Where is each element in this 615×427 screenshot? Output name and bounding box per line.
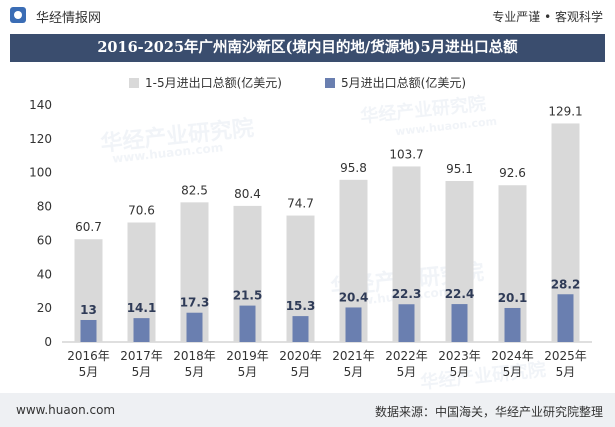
footer-url: www.huaon.com: [16, 403, 116, 417]
x-tick-label: 2019年 5月: [226, 349, 269, 379]
bar-may: [292, 316, 309, 342]
bar-may: [80, 319, 97, 342]
data-label-may: 20.1: [498, 291, 528, 305]
legend-swatch-may: [325, 78, 335, 88]
data-label-total: 80.4: [234, 187, 261, 201]
data-label-may: 15.3: [286, 299, 316, 313]
bar-may: [451, 304, 468, 342]
data-label-total: 103.7: [389, 147, 423, 161]
bar-may: [504, 307, 521, 342]
data-label-total: 70.6: [128, 203, 155, 217]
y-tick-label: 40: [37, 267, 52, 281]
x-tick-label: 2017年 5月: [120, 349, 163, 379]
data-label-total: 129.1: [548, 104, 582, 118]
y-tick-label: 100: [29, 166, 52, 180]
x-tick-label: 2025年 5月: [544, 349, 587, 379]
legend-swatch-total: [129, 78, 139, 88]
x-tick-label: 2021年 5月: [332, 349, 375, 379]
x-tick-label: 2023年 5月: [438, 349, 481, 379]
data-label-may: 28.2: [551, 277, 581, 291]
data-label-may: 13: [80, 303, 97, 317]
x-tick-label: 2022年 5月: [385, 349, 428, 379]
y-tick-label: 20: [37, 301, 52, 315]
data-label-total: 74.7: [287, 197, 314, 211]
x-tick-label: 2020年 5月: [279, 349, 322, 379]
data-label-total: 92.6: [499, 166, 526, 180]
data-label-may: 21.5: [233, 289, 263, 303]
data-label-may: 17.3: [180, 296, 210, 310]
data-label-may: 20.4: [339, 290, 369, 304]
brand-name: 华经情报网: [36, 11, 102, 26]
bar-may: [557, 294, 574, 342]
data-label-total: 60.7: [75, 220, 102, 234]
data-label-total: 95.8: [340, 161, 367, 175]
data-label-total: 82.5: [181, 183, 208, 197]
y-tick-label: 140: [29, 98, 52, 112]
y-tick-label: 60: [37, 233, 52, 247]
tagline: 专业严谨 • 客观科学: [492, 10, 603, 24]
data-source-note: 数据来源：中国海关，华经产业研究院整理: [374, 405, 603, 419]
y-tick-label: 0: [44, 335, 52, 349]
bar-may: [345, 307, 362, 342]
x-tick-label: 2024年 5月: [491, 349, 534, 379]
footer-bar: www.huaon.com 数据来源：中国海关，华经产业研究院整理: [0, 393, 615, 427]
chart-title: 2016-2025年广州南沙新区(境内目的地/货源地)5月进出口总额: [10, 34, 605, 62]
bar-may: [186, 312, 203, 342]
bar-may: [133, 318, 150, 342]
y-tick-label: 120: [29, 132, 52, 146]
brand-logo-icon: [10, 7, 26, 23]
header-bar: 华经情报网 专业严谨 • 客观科学: [0, 0, 615, 32]
legend-label-may: 5月进出口总额(亿美元): [341, 75, 466, 90]
data-label-may: 22.3: [392, 287, 422, 301]
bar-may: [239, 305, 256, 342]
legend-label-total: 1-5月进出口总额(亿美元): [145, 75, 282, 90]
x-tick-label: 2016年 5月: [67, 349, 110, 379]
data-label-may: 14.1: [127, 301, 157, 315]
x-tick-label: 2018年 5月: [173, 349, 216, 379]
bar-may: [398, 304, 415, 342]
chart-plot: 1-5月进出口总额(亿美元) 5月进出口总额(亿美元) 0 20 40 60 80 100 12…: [29, 75, 592, 379]
data-label-total: 95.1: [446, 162, 473, 176]
data-label-may: 22.4: [445, 287, 475, 301]
y-tick-label: 80: [37, 200, 52, 214]
